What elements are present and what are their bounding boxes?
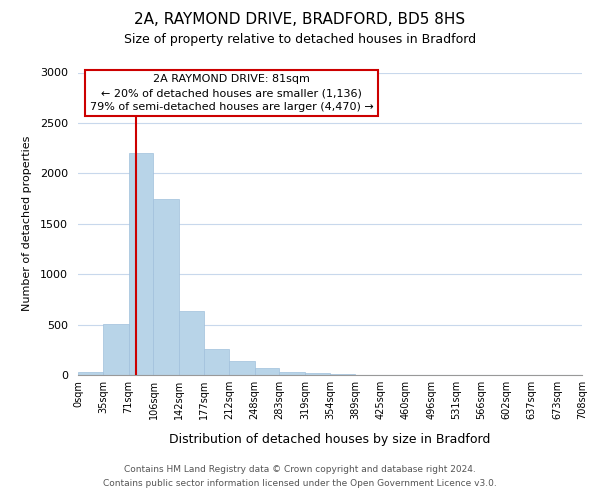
Text: 2A RAYMOND DRIVE: 81sqm
← 20% of detached houses are smaller (1,136)
79% of semi: 2A RAYMOND DRIVE: 81sqm ← 20% of detache… bbox=[90, 74, 374, 112]
Bar bbox=[204, 349, 229, 375]
Bar bbox=[280, 372, 305, 375]
Text: 2A, RAYMOND DRIVE, BRADFORD, BD5 8HS: 2A, RAYMOND DRIVE, BRADFORD, BD5 8HS bbox=[134, 12, 466, 28]
Y-axis label: Number of detached properties: Number of detached properties bbox=[22, 136, 32, 312]
Bar bbox=[154, 198, 179, 375]
Text: Contains HM Land Registry data © Crown copyright and database right 2024.
Contai: Contains HM Land Registry data © Crown c… bbox=[103, 466, 497, 487]
Bar bbox=[254, 368, 280, 375]
Bar bbox=[128, 153, 154, 375]
Bar bbox=[103, 324, 128, 375]
Bar bbox=[305, 373, 330, 375]
Bar bbox=[179, 311, 204, 375]
Text: Size of property relative to detached houses in Bradford: Size of property relative to detached ho… bbox=[124, 32, 476, 46]
Bar bbox=[229, 362, 254, 375]
Bar bbox=[78, 372, 103, 375]
Bar bbox=[330, 374, 355, 375]
X-axis label: Distribution of detached houses by size in Bradford: Distribution of detached houses by size … bbox=[169, 433, 491, 446]
